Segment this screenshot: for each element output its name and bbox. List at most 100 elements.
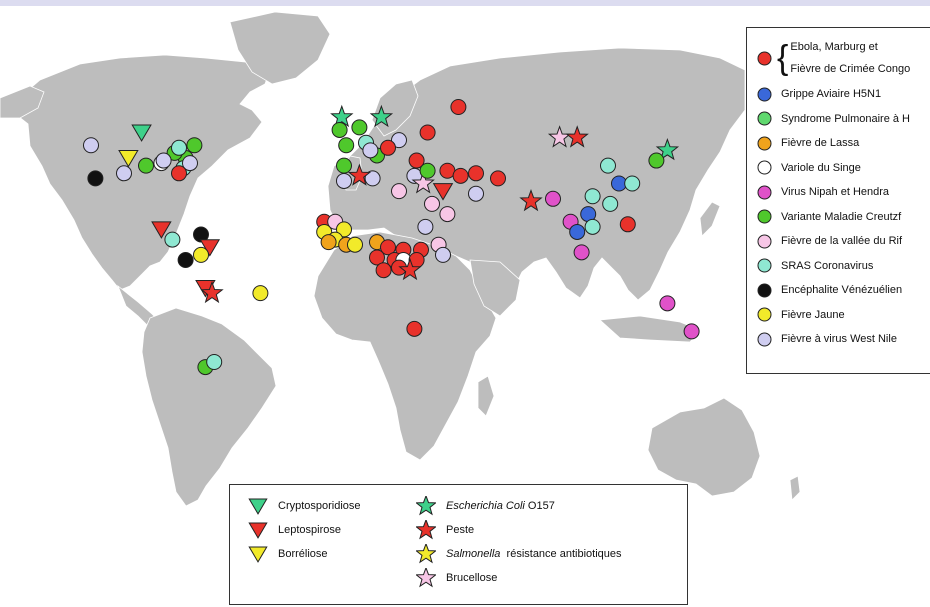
marker-sars bbox=[600, 157, 616, 174]
legend-label-ebola-1: Fièvre de Crimée Congo bbox=[790, 63, 911, 75]
marker-wnv bbox=[336, 172, 352, 189]
marker-sars bbox=[602, 195, 619, 212]
legend-symbol-rift bbox=[757, 234, 772, 248]
legend-symbol-vee bbox=[757, 283, 772, 297]
legend-item-vcjd: Variante Maladie Creutzf bbox=[755, 207, 901, 227]
marker-vcjd bbox=[338, 137, 355, 154]
legend-label-rift: Fièvre de la vallée du Rif bbox=[781, 235, 903, 247]
legend-item-crypto: Cryptosporidiose bbox=[248, 495, 361, 517]
legend-label-vcjd: Variante Maladie Creutzf bbox=[781, 210, 902, 223]
new-zealand bbox=[789, 475, 801, 501]
legend-label-lassa: Fièvre de Lassa bbox=[781, 137, 860, 149]
legend-symbol-salmo bbox=[416, 544, 436, 564]
marker-lepto bbox=[199, 239, 221, 257]
marker-rift bbox=[391, 183, 407, 200]
legend-label-wnv: Fièvre à virus West Nile bbox=[781, 333, 897, 345]
marker-peste bbox=[200, 280, 224, 304]
legend-label-part: Brucellose bbox=[446, 572, 498, 584]
legend-item-borre: Borréliose bbox=[248, 543, 328, 565]
marker-nipah bbox=[573, 244, 590, 261]
legend-label-nipah: Virus Nipah et Hendra bbox=[781, 186, 890, 198]
legend-label-borre: Borréliose bbox=[278, 548, 328, 560]
legend-item-lassa: Fièvre de Lassa bbox=[755, 133, 859, 153]
legend-label-yellow: Fièvre Jaune bbox=[781, 308, 845, 321]
marker-nipah bbox=[659, 295, 676, 312]
marker-vcjd bbox=[331, 121, 348, 138]
legend-label-part: O157 bbox=[524, 500, 555, 512]
legend-symbol-bruce bbox=[416, 568, 436, 588]
legend-label-h5n1: Grippe Aviaire H5N1 bbox=[781, 88, 882, 100]
marker-wnv bbox=[83, 137, 99, 154]
legend-item-h5n1: Grippe Aviaire H5N1 bbox=[755, 84, 881, 104]
marker-h5n1 bbox=[569, 223, 586, 240]
japan bbox=[699, 201, 721, 237]
legend-label-vee: Encéphalite Vénézuélien bbox=[781, 284, 903, 296]
legend-symbol-h5n1 bbox=[757, 87, 772, 101]
marker-sars bbox=[624, 175, 641, 192]
legend-item-hps: Syndrome Pulmonaire à H bbox=[755, 109, 910, 129]
legend-label-part: résistance antibiotiques bbox=[500, 548, 622, 560]
legend-label-part: Salmonella bbox=[446, 548, 501, 560]
marker-rift bbox=[424, 195, 440, 212]
marker-vee bbox=[177, 252, 194, 268]
legend-label-salmo: Salmonella résistance antibiotiques bbox=[446, 548, 622, 560]
alaska bbox=[0, 85, 45, 119]
marker-wnv bbox=[468, 185, 484, 202]
legend-item-vee: Encéphalite Vénézuélien bbox=[755, 280, 902, 300]
legend-pathogens: Cryptosporidiose Leptospirose Borréliose Es… bbox=[229, 484, 688, 605]
marker-ebola bbox=[375, 262, 392, 279]
legend-label-monkeypox: Variole du Singe bbox=[781, 161, 861, 174]
legend-item-salmo: Salmonella résistance antibiotiques bbox=[416, 543, 622, 565]
marker-yellow bbox=[252, 285, 269, 302]
marker-vcjd bbox=[648, 152, 665, 169]
legend-label-ebola-0: Ebola, Marburg et bbox=[790, 41, 878, 53]
legend-item-peste: Peste bbox=[416, 519, 474, 541]
marker-vcjd bbox=[419, 162, 436, 179]
marker-yellow bbox=[347, 236, 363, 253]
brace-icon: { bbox=[777, 39, 789, 77]
legend-label-ecoli: Escherichia Coli O157 bbox=[446, 500, 555, 512]
marker-wnv bbox=[391, 132, 407, 149]
marker-wnv bbox=[364, 170, 381, 187]
legend-item-lepto: Leptospirose bbox=[248, 519, 341, 541]
legend-item-monkeypox: Variole du Singe bbox=[755, 158, 861, 178]
legend-label-sars: SRAS Coronavirus bbox=[781, 259, 874, 272]
marker-vee bbox=[193, 226, 209, 243]
marker-ebola bbox=[406, 320, 423, 337]
marker-ebola bbox=[408, 152, 425, 169]
legend-symbol-borre bbox=[248, 546, 268, 563]
legend-item-sars: SRAS Coronavirus bbox=[755, 256, 873, 276]
australia bbox=[647, 397, 761, 497]
marker-ebola bbox=[419, 124, 436, 141]
legend-symbol-lepto bbox=[248, 522, 268, 539]
legend-item-yellow: Fièvre Jaune bbox=[755, 305, 845, 325]
marker-yellow bbox=[336, 221, 352, 238]
legend-item-rift: Fièvre de la vallée du Rif bbox=[755, 231, 902, 251]
marker-vcjd bbox=[351, 119, 368, 136]
north-america bbox=[9, 54, 271, 291]
legend-symbol-nipah bbox=[757, 185, 772, 199]
marker-nipah bbox=[683, 323, 700, 340]
marker-lepto bbox=[432, 183, 454, 201]
marker-yellow bbox=[193, 246, 209, 263]
marker-sars bbox=[164, 231, 181, 248]
marker-crypto bbox=[131, 124, 152, 142]
marker-borre bbox=[118, 150, 139, 168]
marker-wnv bbox=[435, 246, 451, 263]
marker-peste bbox=[519, 189, 543, 212]
marker-lassa bbox=[320, 234, 337, 251]
arabia bbox=[469, 259, 521, 317]
legend-item-bruce: Brucellose bbox=[416, 567, 497, 589]
marker-bruce bbox=[411, 171, 435, 194]
legend-symbol-peste bbox=[416, 520, 436, 540]
marker-peste bbox=[347, 163, 372, 186]
legend-label-part: Cryptosporidiose bbox=[278, 500, 361, 512]
marker-sars bbox=[206, 354, 223, 370]
marker-peste bbox=[398, 257, 422, 281]
legend-label-hps: Syndrome Pulmonaire à H bbox=[781, 112, 911, 125]
legend-label-part: Escherichia Coli bbox=[446, 500, 525, 512]
legend-symbol-lassa bbox=[757, 136, 772, 150]
legend-symbol-ebola bbox=[757, 51, 772, 65]
disease-markers bbox=[83, 99, 700, 376]
marker-ebola bbox=[380, 139, 396, 156]
